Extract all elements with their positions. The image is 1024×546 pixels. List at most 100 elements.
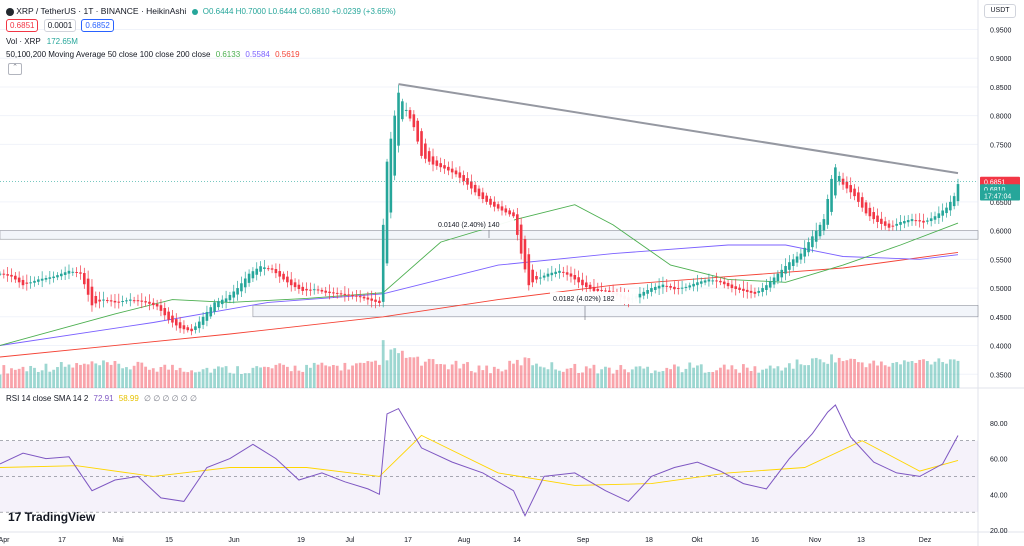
ma-legend[interactable]: 50,100,200 Moving Average 50 close 100 c… bbox=[6, 50, 300, 59]
volume-bar bbox=[6, 373, 10, 388]
time-tick-label: 17 bbox=[404, 537, 412, 544]
candle-body bbox=[335, 292, 339, 294]
volume-label: Vol · XRP bbox=[6, 37, 41, 46]
volume-bar bbox=[377, 364, 381, 388]
bid-price[interactable]: 0.6851 bbox=[6, 19, 39, 32]
volume-bar bbox=[830, 354, 833, 388]
candle-body bbox=[600, 289, 603, 291]
volume-bar bbox=[174, 370, 178, 388]
candle-body bbox=[163, 308, 167, 316]
volume-bar bbox=[910, 361, 914, 388]
volume-bar bbox=[82, 363, 86, 388]
candle-body bbox=[910, 219, 914, 222]
volume-bar bbox=[715, 370, 718, 388]
volume-bar bbox=[228, 372, 232, 388]
candle-body bbox=[661, 284, 665, 288]
candle-body bbox=[220, 299, 224, 305]
volume-bar bbox=[688, 362, 692, 388]
ma50-value: 0.6133 bbox=[215, 50, 241, 59]
volume-bar bbox=[757, 372, 761, 388]
volume-bar bbox=[458, 368, 462, 388]
currency-select[interactable]: USDT bbox=[984, 4, 1016, 18]
candle-body bbox=[75, 272, 78, 274]
volume-bar bbox=[535, 363, 538, 388]
tradingview-logo[interactable]: 17 TradingView bbox=[8, 510, 95, 524]
candle-body bbox=[699, 281, 703, 284]
volume-bar bbox=[787, 363, 791, 388]
candle-body bbox=[40, 278, 44, 281]
candle-body bbox=[834, 167, 837, 196]
volume-bar bbox=[680, 372, 684, 388]
candle-body bbox=[642, 291, 646, 296]
rsi-label: RSI 14 close SMA 14 2 bbox=[6, 394, 89, 403]
volume-bar bbox=[791, 368, 795, 388]
volume-bar bbox=[481, 370, 485, 388]
collapse-legend-button[interactable]: ⌃ bbox=[8, 63, 22, 75]
candle-body bbox=[669, 286, 672, 288]
rsi-legend[interactable]: RSI 14 close SMA 14 2 72.91 58.99 ∅ ∅ ∅ … bbox=[6, 394, 197, 403]
last-price-tag: 0.6851 bbox=[984, 180, 1006, 187]
volume-bar bbox=[44, 363, 48, 388]
volume-value: 172.65M bbox=[46, 37, 78, 46]
time-tick-label: Jul bbox=[346, 537, 355, 544]
volume-legend[interactable]: Vol · XRP 172.65M bbox=[6, 37, 78, 46]
candle-body bbox=[374, 299, 377, 302]
volume-bar bbox=[807, 365, 810, 388]
candle-body bbox=[569, 273, 573, 277]
trendline bbox=[398, 83, 959, 175]
candle-body bbox=[67, 270, 71, 274]
volume-bar bbox=[761, 369, 764, 388]
time-tick-label: Sep bbox=[577, 537, 590, 544]
time-tick-label: Dez bbox=[919, 537, 932, 544]
volume-bar bbox=[538, 366, 542, 388]
candle-body bbox=[286, 276, 289, 283]
candle-body bbox=[167, 311, 170, 320]
candle-body bbox=[680, 287, 684, 289]
volume-bar bbox=[650, 373, 653, 388]
symbol-header[interactable]: XRP / TetherUS · 1T · BINANCE · HeikinAs… bbox=[6, 6, 396, 16]
candle-body bbox=[703, 280, 707, 283]
volume-bar bbox=[922, 359, 925, 388]
candle-body bbox=[830, 178, 833, 212]
volume-bar bbox=[431, 359, 435, 388]
candle-body bbox=[535, 276, 538, 280]
candle-body bbox=[807, 242, 810, 253]
candle-body bbox=[776, 273, 780, 282]
volume-bar bbox=[765, 368, 768, 388]
rsi-line bbox=[0, 404, 959, 517]
volume-bar bbox=[642, 368, 646, 388]
time-tick-label: 13 bbox=[857, 537, 865, 544]
candle-body bbox=[102, 299, 105, 301]
candle-body bbox=[546, 273, 550, 277]
candle-body bbox=[412, 114, 416, 128]
volume-bar bbox=[542, 367, 546, 388]
volume-bar bbox=[0, 374, 2, 388]
volume-bar bbox=[117, 363, 121, 388]
candle-body bbox=[673, 286, 676, 290]
volume-bar bbox=[523, 357, 527, 388]
rsi-value: 72.91 bbox=[93, 394, 114, 403]
volume-bar bbox=[159, 367, 163, 388]
volume-bar bbox=[673, 364, 676, 388]
candle-body bbox=[500, 206, 504, 211]
volume-bar bbox=[171, 364, 174, 388]
candle-body bbox=[454, 170, 458, 175]
candle-body bbox=[182, 325, 186, 330]
candle-body bbox=[63, 272, 67, 275]
volume-bar bbox=[485, 365, 489, 388]
volume-bar bbox=[217, 366, 220, 388]
candle-body bbox=[174, 319, 178, 326]
symbol-title[interactable]: XRP / TetherUS · 1T · BINANCE · HeikinAs… bbox=[16, 6, 187, 16]
candle-body bbox=[891, 225, 895, 227]
candle-body bbox=[780, 269, 784, 278]
candle-body bbox=[424, 143, 427, 159]
volume-bar bbox=[297, 370, 301, 388]
candle-body bbox=[10, 274, 13, 277]
candle-body bbox=[274, 269, 278, 274]
tradingview-logo-icon: 17 bbox=[8, 510, 22, 524]
candle-body bbox=[757, 290, 761, 293]
ask-price[interactable]: 0.6852 bbox=[81, 19, 114, 32]
volume-bar bbox=[952, 359, 956, 388]
volume-bar bbox=[86, 364, 90, 388]
